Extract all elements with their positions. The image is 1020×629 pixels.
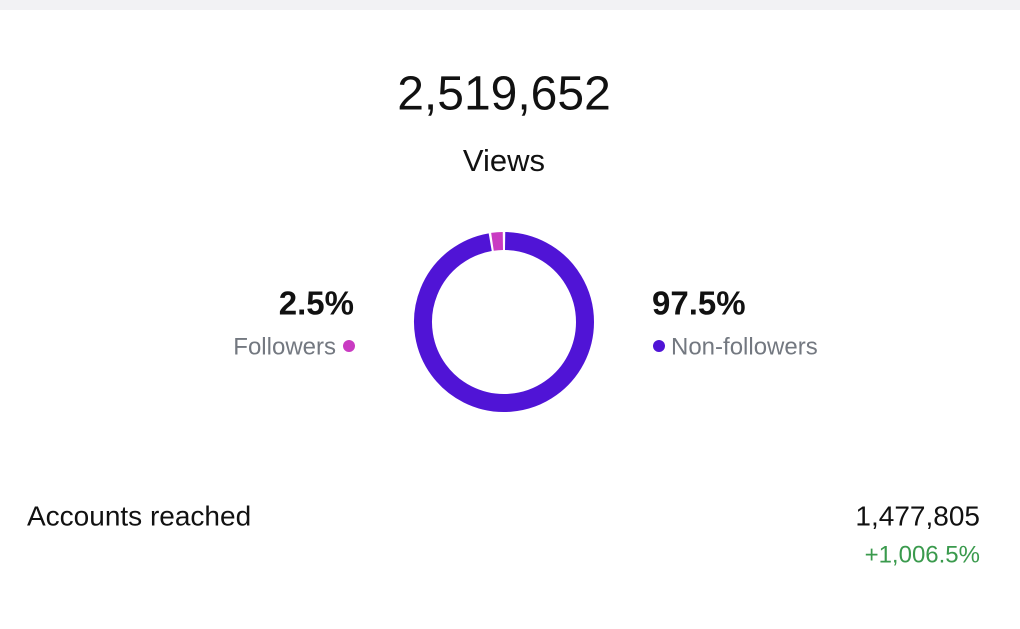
- views-label: Views: [463, 143, 545, 178]
- top-strip: [0, 0, 1020, 10]
- legend-label: Non-followers: [671, 333, 818, 360]
- legend-percent: 2.5%: [279, 285, 354, 322]
- accounts-reached-label: Accounts reached: [27, 500, 251, 531]
- donut-segment: [491, 232, 504, 251]
- legend-dot: [653, 340, 665, 352]
- legend-dot: [343, 340, 355, 352]
- donut-chart: 2.5% Followers 97.5% Non-followers: [233, 232, 818, 412]
- legend-label: Followers: [233, 333, 336, 360]
- accounts-reached-value: 1,477,805: [855, 500, 980, 531]
- legend-percent: 97.5%: [652, 285, 746, 322]
- donut-segment: [414, 232, 594, 412]
- views-value: 2,519,652: [397, 68, 611, 121]
- accounts-reached-change: +1,006.5%: [865, 541, 980, 568]
